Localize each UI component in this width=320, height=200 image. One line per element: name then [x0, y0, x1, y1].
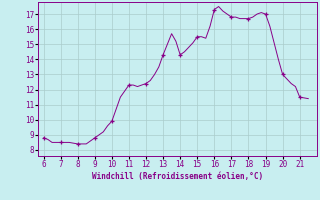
X-axis label: Windchill (Refroidissement éolien,°C): Windchill (Refroidissement éolien,°C): [92, 172, 263, 181]
